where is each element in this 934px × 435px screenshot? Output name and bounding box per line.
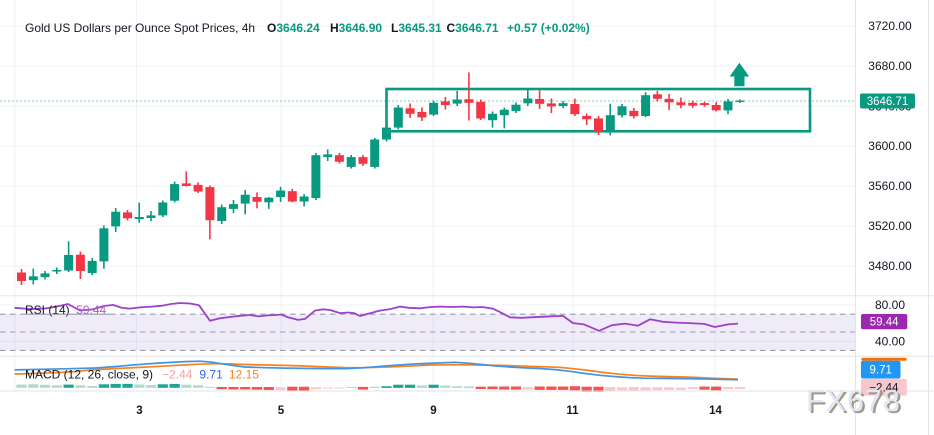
svg-text:RSI (14)59.44: RSI (14) 59.44 (25, 303, 107, 317)
svg-text:9: 9 (430, 405, 436, 417)
svg-text:14: 14 (709, 405, 722, 417)
svg-text:3520.00: 3520.00 (868, 219, 912, 233)
svg-text:FX678: FX678 (806, 384, 901, 418)
svg-text:5: 5 (278, 405, 285, 417)
svg-text:O3646.24: O3646.24 (267, 21, 320, 35)
svg-text:H3646.90: H3646.90 (330, 21, 382, 35)
svg-text:FX678: FX678 (808, 386, 903, 420)
svg-text:80.00: 80.00 (875, 298, 905, 312)
svg-text:3600.00: 3600.00 (868, 139, 912, 153)
svg-text:40.00: 40.00 (875, 335, 905, 349)
svg-text:Gold US Dollars per Ounce Spot: Gold US Dollars per Ounce Spot Prices, 4… (25, 21, 255, 35)
svg-text:MACD (12, 26, close, 9)−2.449.: MACD (12, 26, close, 9) −2.44 9.71 12.15 (25, 368, 259, 382)
svg-text:C3646.71: C3646.71 (447, 21, 499, 35)
svg-text:3: 3 (136, 405, 142, 417)
svg-text:11: 11 (566, 405, 579, 417)
svg-text:3646.71: 3646.71 (867, 96, 909, 108)
svg-text:3560.00: 3560.00 (868, 179, 912, 193)
svg-text:9.71: 9.71 (870, 365, 892, 377)
svg-text:3680.00: 3680.00 (868, 59, 912, 73)
svg-text:3720.00: 3720.00 (868, 19, 912, 33)
svg-text:−2.44: −2.44 (869, 382, 899, 394)
svg-text:+0.57 (+0.02%): +0.57 (+0.02%) (507, 21, 590, 35)
svg-text:L3645.31: L3645.31 (391, 21, 442, 35)
svg-text:3480.00: 3480.00 (868, 259, 912, 273)
svg-text:59.44: 59.44 (870, 317, 899, 329)
